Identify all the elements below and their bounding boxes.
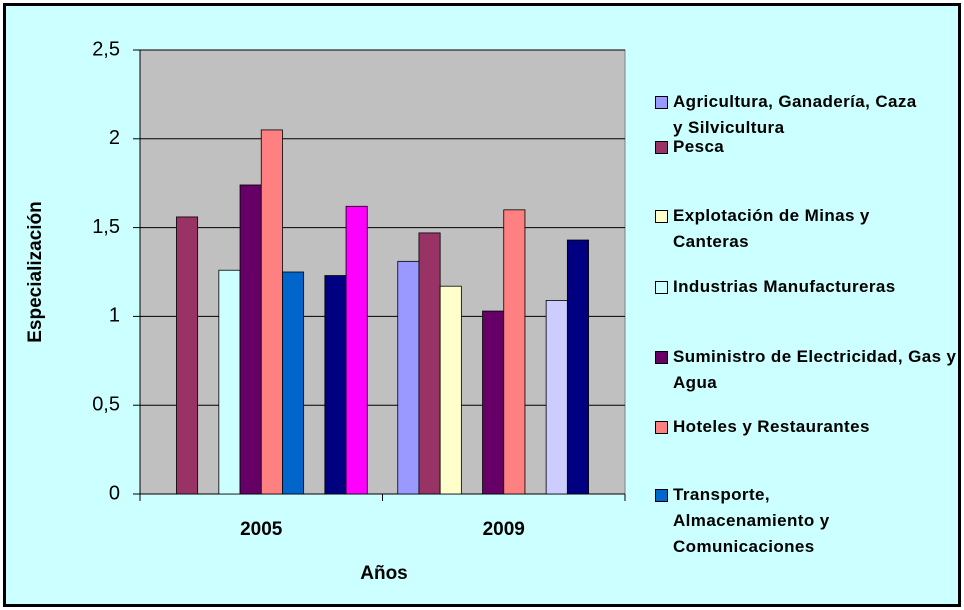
legend-swatch (655, 281, 668, 294)
x-axis-label: Años (360, 563, 408, 584)
legend-entry: Agricultura, Ganadería, Caza y Silvicult… (655, 89, 923, 141)
y-tick-label: 1,5 (92, 216, 120, 238)
bar (397, 260, 420, 495)
legend-label: Explotación de Minas y Canteras (673, 206, 870, 251)
y-tick-label: 0 (109, 482, 120, 504)
legend-swatch (655, 351, 668, 364)
bar (260, 129, 283, 495)
bar (482, 310, 505, 495)
y-axis-label: Especialización (25, 201, 46, 343)
legend-entry: Transporte, Almacenamiento y Comunicacio… (655, 482, 873, 560)
bar (239, 184, 262, 495)
x-tick-label: 2005 (240, 519, 283, 540)
bar (566, 239, 589, 495)
legend-label: Agricultura, Ganadería, Caza y Silvicult… (673, 92, 917, 137)
bar (418, 232, 441, 495)
y-tick-label: 2,5 (92, 38, 120, 60)
legend-entry: Pesca (655, 134, 953, 160)
bar (282, 271, 305, 495)
bar (176, 216, 199, 495)
legend-label: Transporte, Almacenamiento y Comunicacio… (673, 485, 830, 556)
legend-entry: Suministro de Electricidad, Gas y Agua (655, 344, 964, 396)
y-tick-label: 0,5 (92, 393, 120, 415)
legend-entry: Explotación de Minas y Canteras (655, 203, 935, 255)
legend-swatch (655, 96, 668, 109)
y-tick-label: 2 (109, 127, 120, 149)
legend-swatch (655, 421, 668, 434)
bar (324, 275, 347, 495)
bar (218, 269, 241, 495)
legend-swatch (655, 210, 668, 223)
legend-label: Industrias Manufactureras (673, 277, 896, 296)
legend-entry: Hoteles y Restaurantes (655, 414, 953, 440)
legend-label: Pesca (673, 137, 725, 156)
legend-label: Suministro de Electricidad, Gas y Agua (673, 347, 957, 392)
x-tick-label: 2009 (483, 519, 525, 540)
legend-entry: Industrias Manufactureras (655, 274, 896, 300)
bar (439, 285, 462, 495)
bar (345, 205, 368, 495)
legend-swatch (655, 141, 668, 154)
bar (503, 209, 526, 495)
bar (545, 300, 568, 495)
legend-swatch (655, 489, 668, 502)
y-tick-label: 1 (109, 305, 120, 327)
legend-label: Hoteles y Restaurantes (673, 417, 870, 436)
